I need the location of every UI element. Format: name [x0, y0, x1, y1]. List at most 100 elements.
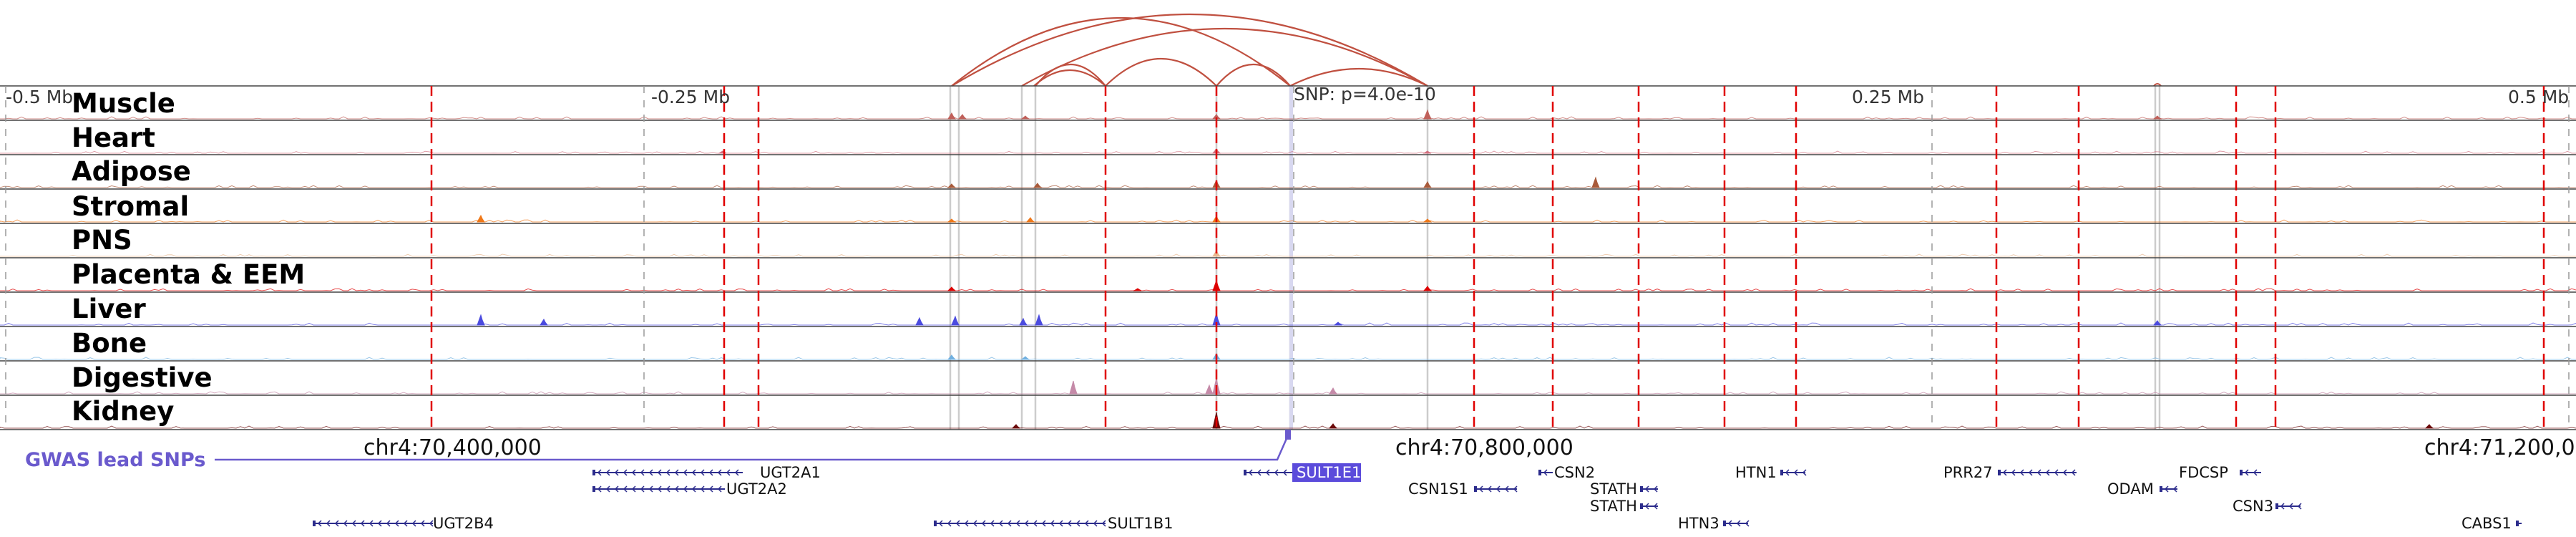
- gene-strand-arrow: [648, 485, 653, 493]
- track-peak: [1011, 424, 1021, 429]
- track-peak: [477, 214, 485, 223]
- gene-strand-arrow: [1274, 469, 1279, 476]
- gene-strand-arrow: [1478, 485, 1483, 493]
- gene-exon: [313, 521, 316, 526]
- gene-strand-arrow: [1084, 520, 1089, 527]
- track-label-muscle: Muscle: [72, 88, 175, 119]
- gene-strand-arrow: [360, 520, 365, 527]
- track-peak: [477, 314, 485, 326]
- gene-strand-arrow: [2244, 469, 2249, 476]
- track-signal: [0, 219, 2576, 223]
- track-row-digestive: [0, 360, 2576, 395]
- gene-strand-arrow: [726, 469, 731, 476]
- gene-strand-arrow: [623, 485, 628, 493]
- track-label-bone: Bone: [72, 328, 147, 359]
- gene-strand-arrow: [2253, 469, 2258, 476]
- track-peak: [1133, 288, 1142, 291]
- gene-ugt2b4: UGT2B4: [313, 515, 494, 532]
- track-peak: [1019, 317, 1028, 326]
- gene-strand-arrow: [614, 485, 619, 493]
- accessibility-tracks: [0, 85, 2576, 430]
- track-row-kidney: [0, 395, 2576, 429]
- track-peak: [2152, 115, 2162, 120]
- gene-strand-arrow: [1653, 485, 1658, 493]
- gene-strand-arrow: [674, 469, 679, 476]
- gene-csn3: CSN3: [2233, 498, 2302, 515]
- gene-htn3: HTN3: [1678, 515, 1750, 532]
- chromatin-loop-arc: [1035, 63, 1106, 87]
- gene-strand-arrow: [1248, 469, 1253, 476]
- gene-strand-arrow: [972, 520, 977, 527]
- gene-strand-arrow: [734, 469, 739, 476]
- track-row-pns: [0, 223, 2576, 257]
- gene-strand-arrow: [631, 469, 636, 476]
- scale-label-plus-0-25mb: 0.25 Mb: [1852, 87, 1924, 107]
- gene-strand-arrow: [981, 520, 986, 527]
- track-peak: [1591, 176, 1600, 188]
- gene-strand-arrow: [1793, 469, 1798, 476]
- gene-strand-arrow: [317, 520, 322, 527]
- gene-strand-arrow: [964, 520, 969, 527]
- track-peak: [1020, 115, 1030, 120]
- gene-strand-arrow: [631, 485, 636, 493]
- scale-label-plus-0-5mb: 0.5 Mb: [2508, 87, 2569, 107]
- track-peak: [1033, 183, 1043, 188]
- gene-strand-arrow: [623, 469, 628, 476]
- gene-exon: [1998, 470, 2001, 475]
- track-peak: [947, 354, 957, 360]
- gene-cabs1: CABS1: [2462, 515, 2522, 532]
- scale-label-minus-0-5mb: -0.5 Mb: [6, 87, 73, 107]
- gene-strand-arrow: [938, 520, 943, 527]
- gene-strand-arrow: [1041, 520, 1046, 527]
- gene-strand-arrow: [1644, 485, 1649, 493]
- gene-label: HTN3: [1678, 515, 1719, 532]
- gene-strand-arrow: [1265, 469, 1270, 476]
- gene-strand-arrow: [343, 520, 348, 527]
- track-label-kidney: Kidney: [72, 396, 174, 427]
- gene-label: CSN3: [2233, 498, 2273, 515]
- track-signal: [0, 357, 2576, 360]
- gene-csn2: CSN2: [1538, 464, 1595, 481]
- gene-exon: [934, 521, 937, 526]
- gene-exon: [2275, 503, 2278, 509]
- track-peak: [947, 218, 957, 223]
- chromatin-loop-arcs: [951, 13, 2162, 87]
- gene-strand-arrow: [947, 520, 952, 527]
- gene-strand-arrow: [1487, 485, 1492, 493]
- gene-csn1s1: CSN1S1: [1408, 480, 1518, 498]
- gene-label: PRR27: [1943, 464, 1993, 481]
- gene-strand-arrow: [605, 485, 610, 493]
- gene-strand-arrow: [674, 485, 679, 493]
- gene-fdcsp: FDCSP: [2179, 464, 2261, 481]
- gene-strand-arrow: [386, 520, 391, 527]
- chromatin-loop-arc: [1021, 28, 1428, 87]
- gene-label: HTN1: [1735, 464, 1777, 481]
- gene-strand-arrow: [1745, 520, 1750, 527]
- gene-strand-arrow: [614, 469, 619, 476]
- gene-exon: [2240, 470, 2243, 475]
- gene-strand-arrow: [683, 485, 688, 493]
- gene-strand-arrow: [403, 520, 408, 527]
- track-peak: [951, 315, 960, 326]
- gene-strand-arrow: [2280, 503, 2285, 510]
- gene-strand-arrow: [1050, 520, 1055, 527]
- gene-exon: [1244, 470, 1246, 475]
- gene-exon: [1640, 503, 1643, 509]
- gene-label: UGT2A2: [726, 480, 787, 498]
- gene-strand-arrow: [2054, 469, 2059, 476]
- gene-strand-arrow: [700, 485, 705, 493]
- track-peak: [2152, 320, 2162, 326]
- chromatin-loop-arc: [1105, 58, 1217, 87]
- chromatin-loop-arc: [951, 16, 1291, 87]
- gene-exon: [1640, 486, 1643, 492]
- chromatin-loop-arc: [1289, 68, 1428, 87]
- gene-strand-arrow: [2011, 469, 2016, 476]
- chromatin-loop-arc: [951, 13, 1428, 87]
- gene-label: FDCSP: [2179, 464, 2228, 481]
- track-peak: [1205, 384, 1214, 395]
- gene-strand-arrow: [700, 469, 705, 476]
- gene-strand-arrow: [708, 469, 713, 476]
- gene-strand-arrow: [1024, 520, 1029, 527]
- gene-strand-arrow: [1653, 503, 1658, 510]
